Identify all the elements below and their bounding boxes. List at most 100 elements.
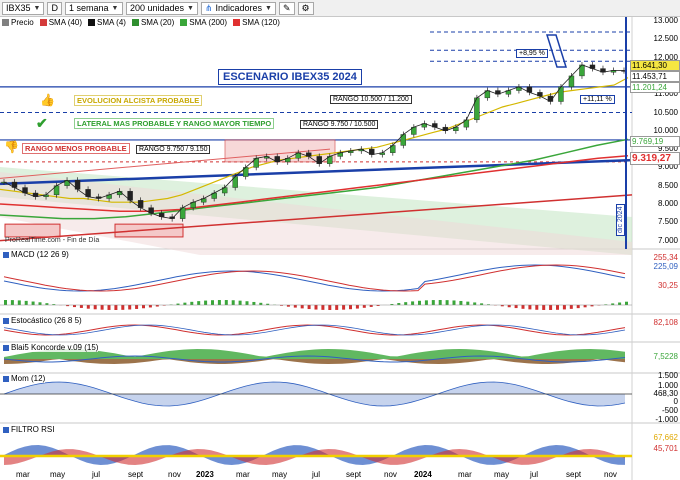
bear-scenario-label: RANGO MENOS PROBABLE [22, 143, 130, 154]
macd-histogram-bar [93, 305, 97, 310]
macd-histogram-bar [38, 302, 42, 305]
timeframe-dropdown[interactable]: 1 semana ▼ [64, 1, 123, 15]
stoch-panel-label: Estocástico (26 8 5) [3, 316, 82, 325]
stoch-k-line [3, 324, 626, 336]
red-channel-line [0, 148, 331, 179]
macd-histogram-bar [569, 305, 573, 309]
macd-histogram-bar [300, 305, 304, 309]
macd-histogram-bar [507, 305, 511, 308]
macd-histogram-bar [100, 305, 104, 310]
macd-histogram-bar [376, 305, 380, 306]
macd-histogram-bar [52, 304, 56, 305]
macd-histogram-bar [114, 305, 118, 310]
month-label: sept [128, 470, 144, 479]
momentum-line [3, 381, 626, 407]
macd-histogram-bar [611, 303, 615, 305]
legend-label: SMA (4) [97, 18, 126, 27]
price-tag: 11.641,30 [630, 60, 680, 71]
mom-panel-label: Mom (12) [3, 374, 46, 383]
macd-histogram-bar [307, 305, 311, 310]
legend-item[interactable]: SMA (4) [88, 18, 126, 27]
macd-histogram-bar [121, 305, 125, 310]
units-dropdown[interactable]: 200 unidades ▼ [125, 1, 198, 15]
chevron-down-icon: ▼ [111, 4, 119, 12]
macd-histogram-bar [24, 300, 28, 305]
price-axis-tick: 10.500 [653, 107, 678, 117]
indicators-label: Indicadores [215, 3, 263, 13]
legend-item[interactable]: SMA (20) [131, 18, 174, 27]
month-label: nov [168, 470, 181, 479]
macd-axis-value: 30,25 [657, 281, 678, 290]
legend-swatch [233, 19, 241, 26]
blai-axis-value: 7,5228 [653, 352, 678, 361]
thumbs-down-icon: 👎 [4, 140, 19, 154]
d-button[interactable]: D [47, 1, 62, 15]
macd-histogram-bar [142, 305, 145, 309]
indicators-icon: ⋔ [204, 2, 213, 13]
rsi-axis-value: 45,701 [653, 444, 678, 453]
month-label: may [50, 470, 66, 479]
macd-histogram-bar [514, 305, 518, 309]
macd-histogram-bar [369, 305, 373, 307]
price-axis-tick: 10.000 [653, 125, 678, 135]
legend-swatch [39, 19, 47, 26]
price-axis-tick: 7.000 [657, 235, 678, 245]
macd-histogram-bar [280, 305, 283, 306]
macd-histogram-bar [480, 303, 484, 305]
indicators-button[interactable]: ⋔ Indicadores ▼ [200, 1, 276, 15]
legend-item[interactable]: SMA (200) [180, 18, 227, 27]
panel-icon [3, 426, 9, 433]
mom-axis-value: 1.500 [657, 371, 678, 380]
macd-axis-value: 255,34 [653, 253, 678, 262]
sma120-line [0, 154, 629, 213]
chart-settings-button[interactable]: ⚙ [297, 1, 314, 15]
macd-histogram-bar [79, 305, 83, 308]
macd-histogram-bar [328, 305, 332, 310]
month-label: sept [566, 470, 582, 479]
chart-toolbar: IBX35 ▼ D 1 semana ▼ 200 unidades ▼ ⋔ In… [0, 0, 680, 17]
range-label-lower: RANGO 9.750 / 9.150 [136, 145, 211, 154]
macd-histogram-bar [17, 300, 21, 305]
macd-histogram-bar [252, 301, 256, 305]
macd-histogram-bar [349, 305, 352, 310]
price-tag: 11.453,71 [630, 71, 680, 82]
range-label-middle: RANGO 9.750 / 10.500 [300, 120, 379, 129]
macd-histogram-bar [204, 300, 208, 305]
macd-histogram-bar [128, 305, 132, 310]
month-label: jul [92, 470, 101, 479]
macd-histogram-bar [335, 305, 339, 310]
legend-label: SMA (200) [189, 18, 228, 27]
bull-scenario-label: EVOLUCION ALCISTA PROBABLE [74, 95, 203, 106]
symbol-dropdown[interactable]: IBX35 ▼ [2, 1, 45, 15]
range-label-upper: RANGO 10.500 / 11.200 [330, 95, 412, 104]
macd-histogram-bar [542, 305, 546, 310]
macd-histogram-bar [625, 301, 628, 305]
macd-histogram-bar [197, 301, 201, 305]
macd-histogram-bar [162, 305, 166, 306]
legend-item[interactable]: Precio [2, 18, 34, 27]
drawing-tools-button[interactable]: ✎ [278, 1, 295, 15]
macd-signal-line [3, 264, 626, 292]
macd-histogram-bar [500, 305, 504, 307]
macd-histogram-bar [521, 305, 525, 309]
price-legend: Precio SMA (40) SMA (4) SMA (20) SMA (200) SM… [2, 17, 280, 28]
blai-panel-label: Blai5 Koncorde v.09 (15) [3, 343, 99, 352]
red-trendline [0, 194, 633, 242]
macd-histogram-bar [342, 305, 346, 310]
macd-histogram-bar [556, 305, 559, 310]
legend-item[interactable]: SMA (120) [233, 18, 280, 27]
price-axis-tick: 7.500 [657, 217, 678, 227]
macd-axis-value: 225,09 [653, 262, 678, 271]
macd-histogram-bar [10, 300, 14, 305]
macd-histogram-bar [45, 303, 49, 305]
panel-icon [3, 251, 9, 258]
macd-histogram-bar [424, 300, 428, 305]
macd-histogram-bar [31, 301, 35, 305]
macd-histogram-bar [355, 305, 359, 309]
month-label: mar [16, 470, 30, 479]
timeframe-label: 1 semana [68, 3, 109, 13]
legend-item[interactable]: SMA (40) [39, 18, 82, 27]
legend-label: SMA (120) [242, 18, 280, 27]
percent-gain-label-2: +11,11 % [580, 95, 615, 104]
percent-gain-label-1: +8,95 % [516, 49, 548, 58]
